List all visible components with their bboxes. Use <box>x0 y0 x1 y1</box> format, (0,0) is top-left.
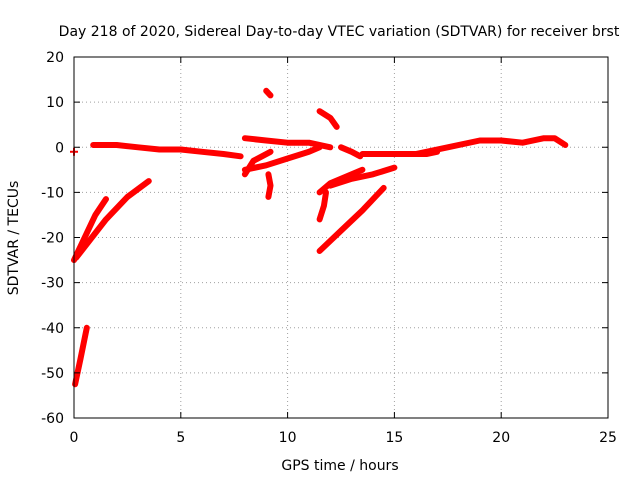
x-tick-label: 20 <box>492 430 510 446</box>
series-diagonal-11-14 <box>316 184 387 254</box>
x-tick-label: 15 <box>385 430 403 446</box>
series-plateau-8-12 <box>241 135 334 151</box>
data-series-group <box>70 87 569 388</box>
series-spike-9-high <box>263 87 274 99</box>
x-tick-label: 5 <box>176 430 185 446</box>
y-tick-label: -20 <box>41 231 64 247</box>
chart-title: Day 218 of 2020, Sidereal Day-to-day VTE… <box>59 24 620 40</box>
series-spike-9-low <box>265 171 274 200</box>
y-tick-label: -50 <box>41 366 64 382</box>
x-tick-label: 10 <box>279 430 297 446</box>
series-band-12-15 <box>327 164 398 189</box>
y-tick-label: -10 <box>41 185 64 201</box>
y-tick-label: -30 <box>41 276 64 292</box>
series-baseline-16-23 <box>412 135 569 157</box>
y-axis-label: SDTVAR / TECUs <box>6 181 22 296</box>
y-tick-label: -40 <box>41 321 64 337</box>
y-tick-label: 10 <box>46 95 64 111</box>
y-tick-label: 0 <box>55 140 64 156</box>
series-rise-11-13 <box>316 166 366 196</box>
series-ramp-8-12 <box>241 144 323 173</box>
y-axis-ticks: -60 -50 -40 -30 -20 -10 0 10 20 <box>41 50 608 427</box>
x-axis-ticks: 0 5 10 15 20 25 <box>70 57 617 446</box>
x-tick-label: 0 <box>70 430 79 446</box>
series-hook-13 <box>338 144 364 160</box>
x-tick-label: 25 <box>599 430 617 446</box>
series-steep-low <box>72 324 90 388</box>
grid-lines <box>74 57 608 418</box>
x-axis-label: GPS time / hours <box>281 458 398 474</box>
y-tick-label: -60 <box>41 411 64 427</box>
y-tick-label: 20 <box>46 50 64 66</box>
series-dash-11-12 <box>316 108 340 130</box>
series-main-baseline <box>90 142 244 160</box>
series-dip-11 <box>316 189 329 223</box>
series-steep-b <box>73 178 152 261</box>
